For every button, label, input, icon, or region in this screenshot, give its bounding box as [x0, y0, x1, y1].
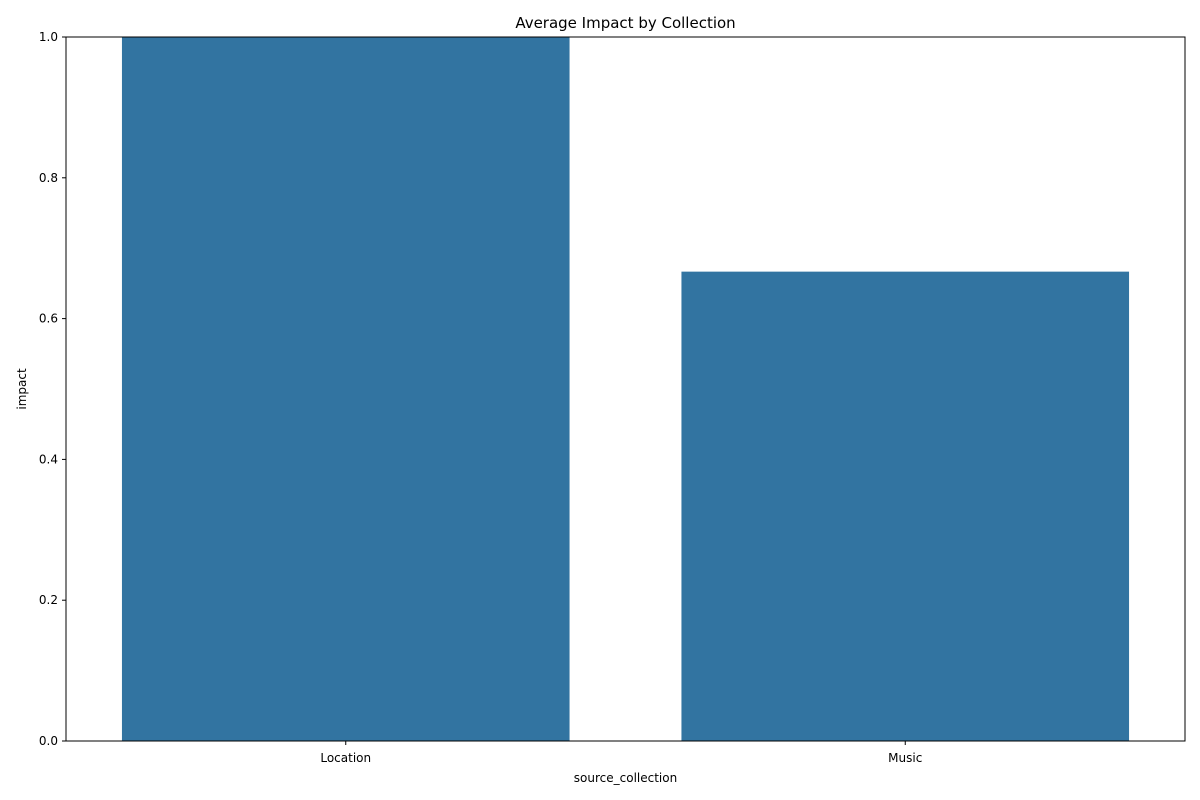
bar-music	[681, 271, 1130, 741]
x-axis-ticks: Location Music	[320, 741, 922, 765]
x-axis-label: source_collection	[574, 771, 677, 785]
y-axis-label: impact	[15, 368, 29, 410]
plot-frame	[65, 36, 1186, 742]
y-tick-label: 1.0	[39, 30, 58, 44]
bar-location	[121, 37, 570, 741]
y-tick-label: 0.4	[39, 452, 58, 466]
chart-title: Average Impact by Collection	[515, 14, 735, 32]
y-axis-ticks: 0.0 0.2 0.4 0.6 0.8 1.0	[39, 30, 66, 748]
y-tick-label: 0.8	[39, 171, 58, 185]
y-tick-label: 0.0	[39, 734, 58, 748]
x-tick-label: Music	[888, 751, 922, 765]
x-tick-label: Location	[320, 751, 371, 765]
bars-group	[121, 37, 1130, 741]
y-tick-label: 0.2	[39, 593, 58, 607]
y-tick-label: 0.6	[39, 312, 58, 326]
